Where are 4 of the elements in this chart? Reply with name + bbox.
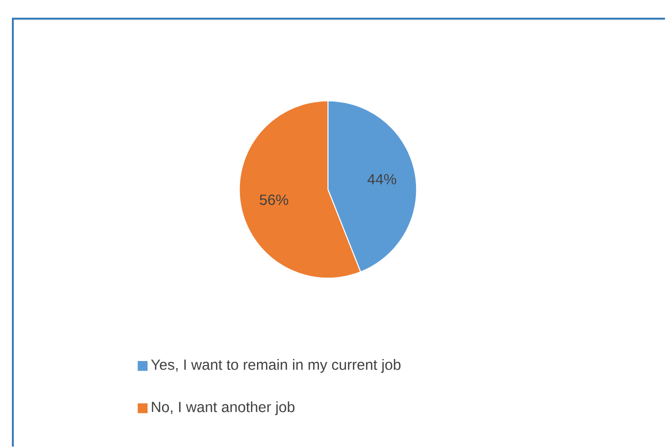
legend-label: No, I want another job (152, 402, 294, 416)
data-label: 44% (368, 174, 396, 185)
legend-label: Yes, I want to remain in my current job (151, 359, 400, 374)
data-label: 56% (260, 194, 288, 206)
